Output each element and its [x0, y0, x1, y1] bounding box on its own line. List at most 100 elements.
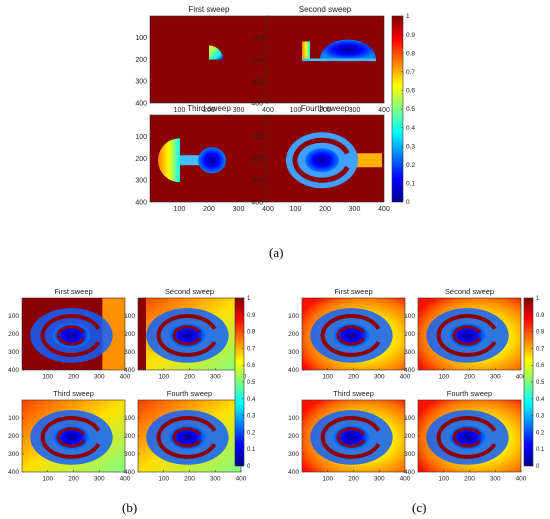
caption-c: (c) — [412, 500, 427, 515]
colorbar-tick-label: 1 — [536, 296, 540, 302]
colorbar-tick-label: 0.6 — [406, 88, 415, 95]
x-tick-label: 400 — [516, 476, 527, 483]
heatmap-image — [138, 400, 241, 472]
y-tick-label: 200 — [404, 433, 415, 440]
heatmap-image — [302, 298, 405, 370]
x-tick-label: 200 — [348, 374, 359, 381]
ring-gap — [156, 314, 217, 357]
heatmap-image — [150, 16, 268, 103]
colorbar-tick-label: 0.7 — [536, 346, 545, 352]
y-tick-label: 300 — [251, 79, 263, 86]
heatmap-image — [266, 115, 384, 202]
x-tick-label: 300 — [490, 476, 501, 483]
y-tick-label: 400 — [288, 367, 299, 374]
y-tick-label: 300 — [124, 349, 135, 356]
colorbar: 0 0.1 0.2 0.3 0.4 0.5 0.6 0.7 0.8 0.9 1 — [234, 296, 256, 470]
colorbar-tick-label: 0.1 — [406, 181, 415, 188]
y-tick-label: 100 — [135, 134, 147, 141]
colorbar-tick-label: 0.5 — [536, 380, 545, 386]
ring-gap — [40, 314, 101, 357]
colorbar-tick-label: 0.4 — [247, 397, 256, 403]
x-tick-label: 200 — [319, 107, 331, 114]
subplot-title: Second sweep — [165, 287, 214, 296]
y-tick-label: 300 — [404, 349, 415, 356]
y-tick-label: 300 — [124, 451, 135, 458]
subplot-4: Fourth sweep 100 200 300 400 100 200 300 400 — [404, 389, 527, 483]
y-tick-label: 100 — [124, 415, 135, 422]
subplot-2: Second sweep 100 200 300 400 100 200 300 400 — [251, 5, 390, 114]
heatmap-image — [266, 16, 384, 103]
x-tick-label: 100 — [158, 476, 169, 483]
heat-region — [305, 148, 339, 173]
heatmap-image — [418, 298, 521, 370]
panel-b: First sweep 100 200 300 400 100 200 300 400 Secon… — [8, 287, 256, 483]
subplot-title: Third sweep — [53, 389, 94, 398]
y-tick-label: 200 — [8, 331, 19, 338]
x-tick-label: 200 — [464, 476, 475, 483]
subplot-4: Fourth sweep 100 200 300 400 100 200 300 400 — [124, 389, 247, 483]
heat-region — [302, 58, 376, 61]
heat-region — [352, 153, 382, 168]
x-tick-label: 200 — [348, 476, 359, 483]
colorbar-tick-label: 0 — [536, 464, 540, 470]
x-tick-label: 100 — [42, 476, 53, 483]
x-tick-label: 400 — [262, 206, 274, 213]
colorbar-tick-label: 0.7 — [406, 69, 415, 76]
y-tick-label: 400 — [251, 199, 263, 206]
x-tick-label: 200 — [184, 476, 195, 483]
ring-gap — [56, 427, 86, 448]
x-tick-label: 200 — [319, 206, 331, 213]
y-tick-label: 400 — [124, 469, 135, 476]
colorbar-tick-label: 0.4 — [406, 125, 415, 132]
colorbar-tick-label: 0.8 — [247, 330, 256, 336]
subplot-title: First sweep — [54, 287, 92, 296]
y-tick-label: 200 — [135, 57, 147, 64]
heat-region — [180, 155, 208, 166]
x-tick-label: 300 — [233, 206, 245, 213]
x-tick-label: 100 — [438, 476, 449, 483]
heat-region — [302, 41, 310, 60]
x-tick-label: 400 — [120, 476, 131, 483]
colorbar-tick-label: 0.3 — [406, 143, 415, 150]
y-tick-label: 400 — [251, 100, 263, 107]
y-tick-label: 300 — [404, 451, 415, 458]
colorbar-tick-label: 0.5 — [406, 106, 415, 113]
colorbar-tick-label: 0.8 — [536, 330, 545, 336]
ring-gap — [292, 137, 350, 183]
ring-gap — [452, 325, 482, 346]
colorbar-tick-label: 0.2 — [536, 430, 545, 436]
colorbar-tick-label: 0.1 — [536, 447, 545, 453]
x-tick-label: 400 — [262, 107, 274, 114]
heat-region — [102, 298, 125, 370]
y-tick-label: 100 — [404, 415, 415, 422]
subplot-2: Second sweep 100 200 300 400 100 200 300 400 — [404, 287, 527, 381]
heat-region — [138, 298, 146, 370]
caption-a: (a) — [269, 245, 284, 260]
y-tick-label: 400 — [8, 469, 19, 476]
x-tick-label: 300 — [94, 374, 105, 381]
ring-gap — [436, 314, 497, 357]
y-tick-label: 200 — [8, 433, 19, 440]
y-tick-label: 400 — [135, 199, 147, 206]
subplot-title: Third sweep — [187, 104, 231, 113]
y-tick-label: 100 — [251, 134, 263, 141]
heat-region — [209, 45, 223, 60]
ring-gap — [172, 427, 202, 448]
x-tick-label: 100 — [322, 374, 333, 381]
x-tick-label: 100 — [290, 206, 302, 213]
ring-gap — [172, 325, 202, 346]
x-tick-label: 400 — [516, 374, 527, 381]
y-tick-label: 400 — [288, 469, 299, 476]
y-tick-label: 400 — [404, 469, 415, 476]
colorbar: 0 0.1 0.2 0.3 0.4 0.5 0.6 0.7 0.8 0.9 1 — [391, 13, 415, 206]
x-tick-label: 300 — [210, 476, 221, 483]
subplot-title: Fourth sweep — [167, 389, 212, 398]
y-tick-label: 400 — [124, 367, 135, 374]
colorbar-tick-label: 0.5 — [247, 380, 256, 386]
x-tick-label: 100 — [42, 374, 53, 381]
heatmap-image — [150, 115, 268, 202]
